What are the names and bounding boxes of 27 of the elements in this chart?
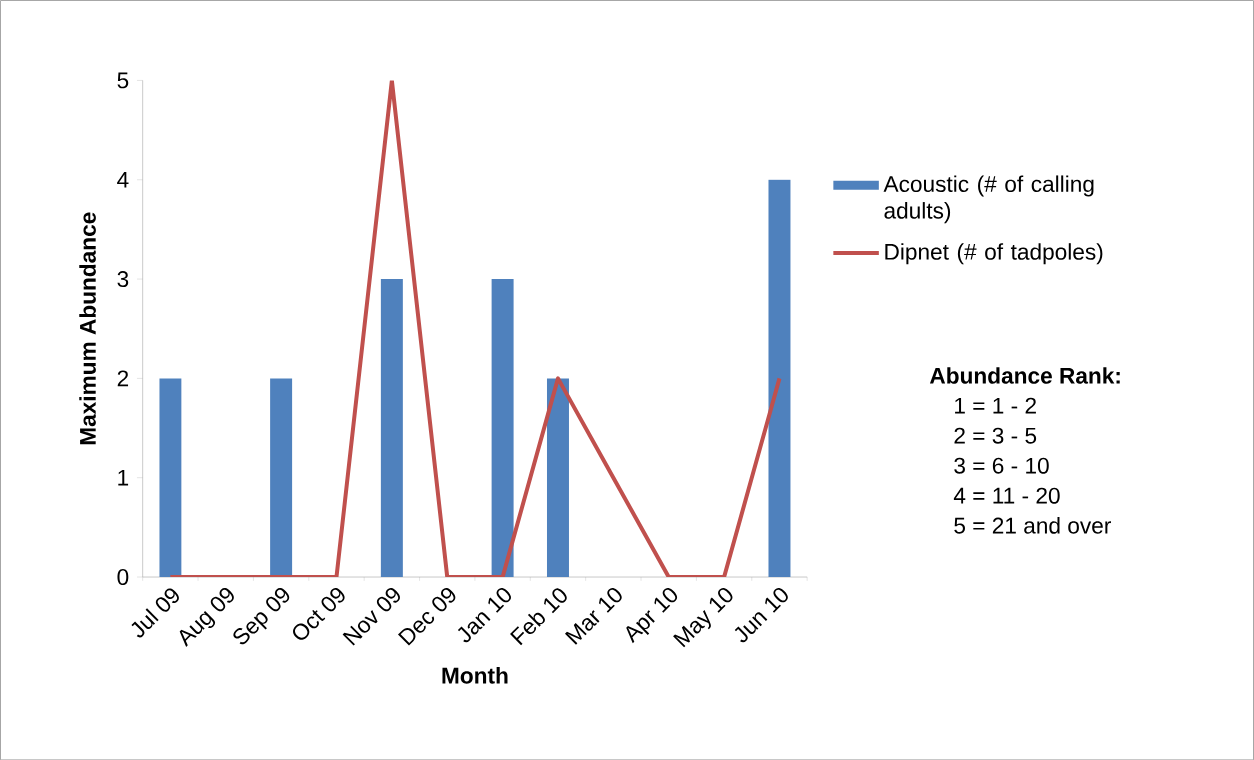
text: 3 = 6 - 10: [954, 457, 1049, 474]
legend-label: Acoustic (# of calling adults): [883, 175, 1094, 223]
x-tick-label: Jul 09: [131, 588, 179, 638]
bar: [491, 278, 514, 577]
text: 4 = 11 - 20: [953, 487, 1060, 504]
bar: [380, 278, 403, 577]
text: Abundance Rank:: [929, 366, 1120, 384]
text: 1 = 1 - 2: [955, 397, 1036, 414]
x-tick-label: Jun 10: [734, 587, 788, 643]
text: 5 = 21 and over: [954, 516, 1111, 534]
bar: [159, 378, 182, 577]
x-axis-title: Month: [442, 666, 508, 684]
y-axis-title: Maximum Abundance: [79, 212, 96, 445]
y-tick-label: 2: [117, 370, 129, 387]
bar: [270, 378, 293, 577]
legend-label: Dipnet (# of tadpoles): [885, 243, 1103, 265]
x-tick-label: Aug 09: [179, 587, 234, 647]
y-tick-label: 4: [117, 171, 129, 188]
x-tick-label: Jan 10: [457, 587, 511, 643]
y-tick-label: 0: [117, 568, 129, 585]
bar: [768, 179, 791, 577]
y-tick-label: 3: [117, 270, 129, 287]
y-tick-label: 1: [118, 469, 129, 486]
bar: [546, 378, 569, 577]
y-tick-label: 5: [117, 72, 129, 89]
text: 2 = 3 - 5: [954, 427, 1037, 444]
x-tick-label: Sep 09: [233, 587, 290, 645]
